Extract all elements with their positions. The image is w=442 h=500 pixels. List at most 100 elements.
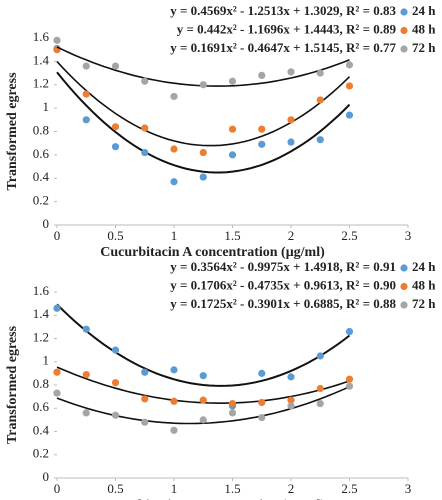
data-point bbox=[287, 396, 295, 404]
trendline bbox=[56, 303, 351, 387]
legend-label: 48 h bbox=[412, 277, 436, 292]
y-tick-label: 0.4 bbox=[33, 169, 50, 184]
trendline-equation: y = 0.1706x² - 0.4735x + 0.9613, R² = 0.… bbox=[170, 277, 396, 292]
data-point bbox=[316, 136, 324, 144]
y-tick-label: 1.6 bbox=[33, 29, 50, 44]
x-axis-title: Cucurbitacin A concentration (μg/ml) bbox=[100, 245, 325, 260]
legend-marker bbox=[400, 8, 408, 16]
data-point bbox=[199, 148, 207, 157]
x-tick-label: 1.5 bbox=[224, 481, 240, 496]
data-point bbox=[345, 61, 354, 69]
data-point bbox=[228, 409, 237, 417]
data-point bbox=[228, 125, 237, 133]
data-point bbox=[53, 304, 61, 312]
trendline bbox=[56, 71, 351, 174]
data-point bbox=[345, 82, 354, 90]
legend-label: 72 h bbox=[412, 40, 436, 55]
data-point bbox=[111, 411, 120, 419]
data-point bbox=[345, 382, 354, 390]
data-point bbox=[316, 69, 324, 77]
y-axis-title: Transformed egress bbox=[5, 72, 20, 191]
data-point bbox=[316, 352, 324, 360]
data-point bbox=[111, 123, 120, 131]
y-tick-label: 1 bbox=[43, 99, 50, 114]
y-tick-label: 0.8 bbox=[33, 122, 49, 137]
x-axis-title: Cucurbitacin B concentration (μg/ml) bbox=[100, 498, 326, 500]
data-point bbox=[53, 389, 61, 397]
data-point bbox=[287, 373, 295, 381]
x-tick-label: 0 bbox=[54, 481, 61, 496]
data-point bbox=[141, 418, 149, 426]
data-point bbox=[287, 402, 295, 410]
trendline-equation: y = 0.442x² - 1.1696x + 1.4443, R² = 0.8… bbox=[177, 21, 397, 36]
y-tick-label: 1.2 bbox=[33, 76, 49, 91]
x-tick-label: 1 bbox=[171, 228, 178, 243]
legend-marker bbox=[400, 264, 408, 272]
data-point bbox=[287, 68, 295, 76]
y-tick-label: 0.4 bbox=[33, 422, 50, 437]
data-point bbox=[345, 111, 354, 119]
y-axis-title: Transformed egress bbox=[5, 325, 20, 444]
data-point bbox=[228, 400, 237, 408]
data-point bbox=[111, 143, 120, 151]
x-tick-label: 2.5 bbox=[341, 481, 357, 496]
x-tick-label: 1 bbox=[171, 481, 178, 496]
y-tick-label: 1.2 bbox=[33, 329, 49, 344]
y-tick-label: 0.8 bbox=[33, 376, 49, 391]
x-tick-label: 0.5 bbox=[107, 481, 123, 496]
y-tick-label: 1.4 bbox=[33, 306, 50, 321]
data-point bbox=[141, 368, 149, 376]
data-point bbox=[111, 62, 120, 70]
data-point bbox=[316, 400, 324, 408]
y-tick-label: 1.4 bbox=[33, 52, 50, 67]
data-point bbox=[170, 366, 178, 374]
y-tick-label: 0 bbox=[43, 216, 50, 231]
x-tick-label: 2 bbox=[288, 481, 295, 496]
data-point bbox=[170, 92, 178, 101]
y-tick-label: 1 bbox=[43, 353, 50, 368]
data-point bbox=[82, 90, 90, 98]
data-point bbox=[82, 325, 90, 333]
data-point bbox=[258, 140, 266, 148]
data-point bbox=[258, 413, 266, 422]
data-point bbox=[141, 77, 149, 85]
x-tick-label: 3 bbox=[405, 481, 412, 496]
y-tick-label: 0 bbox=[43, 469, 50, 484]
x-tick-label: 0.5 bbox=[107, 228, 123, 243]
data-point bbox=[53, 368, 61, 376]
data-point bbox=[345, 327, 354, 336]
trendline bbox=[56, 61, 351, 147]
y-tick-label: 0.2 bbox=[33, 193, 49, 208]
data-point bbox=[228, 77, 237, 85]
data-point bbox=[199, 173, 207, 181]
data-point bbox=[258, 71, 266, 79]
x-tick-label: 2 bbox=[288, 228, 295, 243]
data-point bbox=[228, 151, 237, 159]
y-tick-label: 0.6 bbox=[33, 146, 50, 161]
y-tick-label: 1.6 bbox=[33, 283, 50, 298]
data-point bbox=[316, 384, 324, 393]
data-point bbox=[111, 379, 120, 387]
trendline-equation: y = 0.1725x² - 0.3901x + 0.6885, R² = 0.… bbox=[170, 296, 396, 311]
data-point bbox=[316, 96, 324, 104]
data-point bbox=[258, 125, 266, 133]
data-point bbox=[199, 416, 207, 424]
data-point bbox=[141, 395, 149, 403]
data-point bbox=[170, 426, 178, 434]
trendline-equation: y = 0.1691x² - 0.4647x + 1.5145, R² = 0.… bbox=[170, 40, 396, 55]
x-tick-label: 1.5 bbox=[224, 228, 240, 243]
data-point bbox=[82, 62, 90, 70]
data-point bbox=[287, 116, 295, 124]
legend-label: 24 h bbox=[412, 259, 436, 274]
data-point bbox=[170, 145, 178, 153]
data-point bbox=[82, 409, 90, 417]
data-point bbox=[82, 116, 90, 124]
data-point bbox=[199, 81, 207, 89]
x-tick-label: 2.5 bbox=[341, 228, 357, 243]
data-point bbox=[258, 398, 266, 407]
y-tick-label: 0.6 bbox=[33, 399, 50, 414]
data-point bbox=[287, 138, 295, 146]
x-tick-label: 3 bbox=[405, 228, 412, 243]
data-point bbox=[111, 346, 120, 354]
